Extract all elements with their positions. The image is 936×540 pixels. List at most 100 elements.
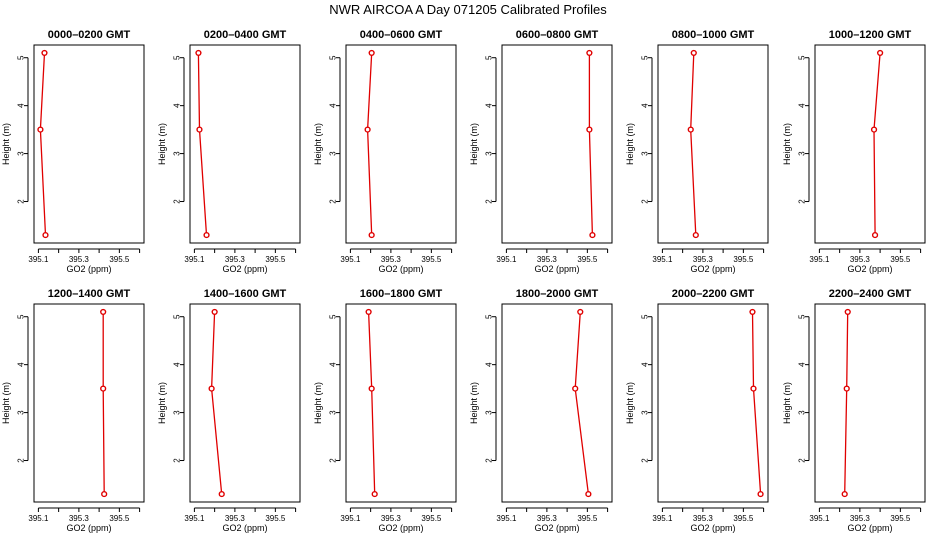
profile-line [210, 311, 223, 495]
x-tick-label: 395.5 [421, 514, 442, 523]
x-tick-label: 395.1 [652, 255, 673, 264]
x-tick-label: 395.5 [109, 514, 130, 523]
y-tick-label: 3 [329, 151, 338, 156]
y-tick-label: 3 [485, 410, 494, 415]
profile-line [751, 311, 762, 495]
panel-title: 1800–2000 GMT [516, 288, 599, 300]
x-tick-label: 395.5 [577, 255, 598, 264]
plot-frame [814, 303, 926, 503]
y-axis-label: Height (m) [157, 123, 167, 165]
x-tick-label: 395.3 [381, 255, 402, 264]
data-point [42, 231, 49, 239]
plot-frame [501, 303, 613, 503]
profile-line [102, 311, 105, 495]
x-tick-label: 395.5 [733, 255, 754, 264]
x-tick-label: 395.1 [496, 255, 517, 264]
y-tick-label: 2 [641, 199, 650, 204]
data-point [877, 49, 884, 57]
y-axis-label: Height (m) [1, 382, 11, 424]
y-tick-label: 2 [17, 458, 26, 463]
data-point [368, 385, 375, 392]
y-tick-label: 5 [329, 55, 338, 60]
x-axis-label: GO2 (ppm) [690, 264, 735, 274]
y-tick-label: 2 [641, 458, 650, 463]
data-point [211, 308, 218, 316]
y-tick-label: 3 [641, 410, 650, 415]
y-axis-label: Height (m) [469, 382, 479, 424]
data-point [757, 490, 764, 498]
profile-line [588, 52, 594, 236]
x-tick-label: 395.3 [537, 514, 558, 523]
y-axis-label: Height (m) [313, 382, 323, 424]
x-axis-label: GO2 (ppm) [66, 523, 111, 533]
profile-line [690, 52, 697, 236]
data-point [195, 49, 202, 57]
x-axis-label: GO2 (ppm) [378, 264, 423, 274]
plot-frame [189, 303, 301, 503]
profile-line [197, 52, 208, 236]
x-tick-label: 395.5 [265, 255, 286, 264]
y-tick-label: 2 [485, 458, 494, 463]
data-point [101, 490, 108, 498]
y-axis-label: Height (m) [469, 123, 479, 165]
y-axis-label: Height (m) [782, 123, 792, 165]
panel-title: 0600–0800 GMT [516, 29, 599, 41]
data-point [371, 490, 378, 498]
plot-frame [657, 303, 769, 503]
profile-line [367, 311, 376, 495]
y-axis-label: Height (m) [625, 382, 635, 424]
data-point [585, 490, 592, 498]
x-tick-label: 395.1 [496, 514, 517, 523]
y-tick-label: 3 [17, 151, 26, 156]
x-tick-label: 395.1 [340, 255, 361, 264]
y-tick-label: 3 [485, 151, 494, 156]
y-tick-label: 4 [17, 103, 26, 108]
data-point [572, 385, 579, 392]
y-tick-label: 5 [798, 55, 807, 60]
y-axis-label: Height (m) [157, 382, 167, 424]
data-point [218, 490, 225, 498]
profile-line [574, 311, 590, 495]
x-tick-label: 395.1 [809, 255, 830, 264]
y-tick-label: 4 [641, 103, 650, 108]
data-point [843, 385, 850, 392]
data-point [586, 126, 593, 133]
x-axis-label: GO2 (ppm) [222, 264, 267, 274]
x-tick-label: 395.3 [693, 255, 714, 264]
x-tick-label: 395.1 [340, 514, 361, 523]
y-tick-label: 3 [798, 151, 807, 156]
x-tick-label: 395.1 [28, 514, 49, 523]
x-tick-label: 395.5 [265, 514, 286, 523]
y-tick-label: 2 [798, 458, 807, 463]
y-tick-label: 4 [485, 103, 494, 108]
data-point [203, 231, 210, 239]
y-tick-label: 4 [173, 362, 182, 367]
panel-title: 0000–0200 GMT [48, 29, 131, 41]
x-tick-label: 395.3 [537, 255, 558, 264]
data-point [365, 308, 372, 316]
panel-title: 0200–0400 GMT [204, 29, 287, 41]
panel-title: 0400–0600 GMT [360, 29, 443, 41]
data-point [37, 126, 44, 133]
panel-title: 1600–1800 GMT [360, 288, 443, 300]
y-tick-label: 2 [17, 199, 26, 204]
x-tick-label: 395.3 [69, 255, 90, 264]
y-tick-label: 2 [485, 199, 494, 204]
y-tick-label: 5 [641, 55, 650, 60]
y-tick-label: 3 [17, 410, 26, 415]
y-tick-label: 2 [173, 458, 182, 463]
x-axis-label: GO2 (ppm) [847, 523, 892, 533]
y-tick-label: 5 [485, 55, 494, 60]
y-tick-label: 4 [641, 362, 650, 367]
y-tick-label: 4 [798, 362, 807, 367]
y-tick-label: 5 [17, 314, 26, 319]
x-axis-label: GO2 (ppm) [66, 264, 111, 274]
